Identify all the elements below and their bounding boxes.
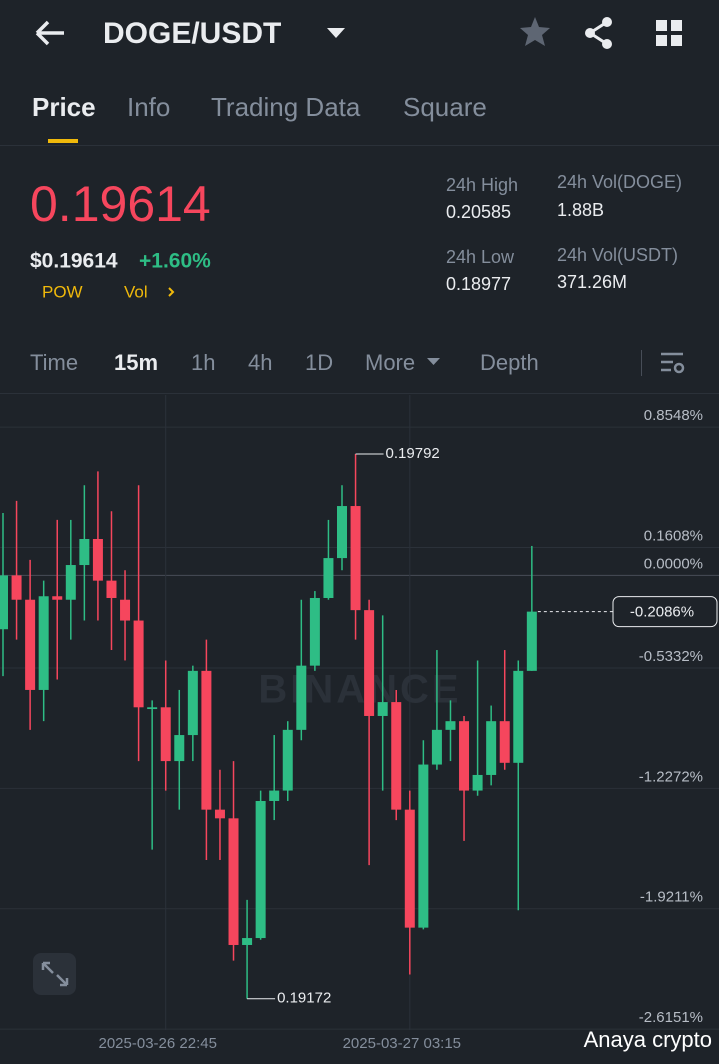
tab[interactable]: Square xyxy=(403,92,487,122)
candle-body xyxy=(187,670,198,736)
tab[interactable]: Trading Data xyxy=(211,92,361,122)
tab-indicator xyxy=(48,139,78,143)
interval[interactable]: 1D xyxy=(305,350,333,375)
low-label: 0.19172 xyxy=(277,990,331,1007)
y-tick-label: -0.5332% xyxy=(639,648,703,665)
chevron xyxy=(168,287,175,297)
candle-body xyxy=(160,707,171,762)
candle-body xyxy=(0,575,8,630)
candle-body xyxy=(377,702,388,716)
candle-body xyxy=(445,721,456,730)
current-price-box xyxy=(612,596,718,628)
candle-body xyxy=(323,558,334,598)
high-label: 0.19792 xyxy=(386,445,440,462)
candle-body xyxy=(309,597,320,666)
change: +1.60% xyxy=(139,250,211,273)
candle-body xyxy=(472,774,483,791)
interval[interactable]: 4h xyxy=(248,350,272,375)
candle-body xyxy=(228,818,239,945)
interval[interactable]: Depth xyxy=(480,350,539,375)
candle-body xyxy=(459,721,470,791)
candle-body xyxy=(486,721,497,775)
candle-body xyxy=(242,938,253,945)
candle-body xyxy=(201,670,212,810)
tab[interactable]: Price xyxy=(32,92,96,122)
tag[interactable]: POW xyxy=(42,282,83,301)
x-tick-label: 2025-03-26 22:45 xyxy=(99,1035,217,1052)
candle-body xyxy=(214,809,225,819)
y-tick-label: -1.9211% xyxy=(640,889,703,906)
candle-body xyxy=(79,539,90,566)
stat-value: 371.26M xyxy=(557,272,627,292)
divider xyxy=(0,145,719,146)
menu[interactable] xyxy=(656,20,682,46)
candle-body xyxy=(255,800,266,939)
interval[interactable]: Time xyxy=(30,350,78,375)
back-button[interactable] xyxy=(35,20,64,46)
plot: BINANCE 0.8548% 0.1608% 0.0000% -0.5332% -1.2… xyxy=(0,395,719,1052)
interval[interactable]: More xyxy=(365,350,415,375)
credit: Anaya crypto xyxy=(584,1027,712,1052)
candle-body xyxy=(11,575,22,600)
current-price-label: -0.2086% xyxy=(630,604,694,621)
y-tick-label: 0.8548% xyxy=(644,407,703,424)
tab[interactable]: Info xyxy=(127,92,170,122)
divider xyxy=(0,393,719,394)
candle-body xyxy=(391,702,402,810)
stat-value: 0.18977 xyxy=(446,274,511,294)
candle-body xyxy=(147,707,158,710)
candle-body xyxy=(25,599,36,690)
last-price: 0.19614 xyxy=(30,176,211,232)
candle-body xyxy=(526,611,537,671)
chart-settings[interactable] xyxy=(661,352,685,374)
tag[interactable]: Vol xyxy=(124,282,148,301)
candle-body xyxy=(296,665,307,730)
pair-dropdown[interactable] xyxy=(327,28,345,38)
stat-value: 1.88B xyxy=(557,200,604,220)
candle-body xyxy=(337,506,347,559)
separator xyxy=(641,350,642,376)
stat-label: 24h Vol(DOGE) xyxy=(557,172,682,192)
candle-body xyxy=(282,729,293,791)
candle-body xyxy=(92,539,103,581)
y-tick-label: 0.0000% xyxy=(644,555,703,572)
candle-body xyxy=(269,790,280,801)
candle-body xyxy=(499,721,510,763)
stat-value: 0.20585 xyxy=(446,202,511,222)
y-tick-label: -1.2272% xyxy=(639,768,703,785)
candle-body xyxy=(174,735,185,762)
expand[interactable] xyxy=(33,953,76,995)
share[interactable] xyxy=(585,17,612,49)
candle-body xyxy=(120,599,131,621)
candle-body xyxy=(431,729,442,765)
more-dropdown[interactable] xyxy=(427,358,440,365)
candle-body xyxy=(513,670,524,763)
candle-body xyxy=(106,580,117,598)
candle-body xyxy=(65,565,76,600)
y-tick-label: 0.1608% xyxy=(644,528,703,545)
favorite[interactable] xyxy=(520,17,550,46)
stat-label: 24h High xyxy=(446,175,518,195)
usd-price: $0.19614 xyxy=(30,250,118,273)
stat-label: 24h Low xyxy=(446,247,515,267)
candle-body xyxy=(364,610,375,716)
candle-body xyxy=(133,620,144,708)
candle-body xyxy=(38,596,49,690)
x-tick-label: 2025-03-27 03:15 xyxy=(343,1035,461,1052)
y-tick-label: -2.6151% xyxy=(639,1009,703,1026)
watermark: BINANCE xyxy=(258,668,461,712)
candle-body xyxy=(418,764,429,928)
interval[interactable]: 1h xyxy=(191,350,215,375)
candle-body xyxy=(350,506,361,611)
candle-body xyxy=(52,596,63,600)
candle-body xyxy=(404,809,415,928)
stat-label: 24h Vol(USDT) xyxy=(557,245,678,265)
interval[interactable]: 15m xyxy=(114,350,158,375)
pair[interactable]: DOGE/USDT xyxy=(103,17,281,50)
